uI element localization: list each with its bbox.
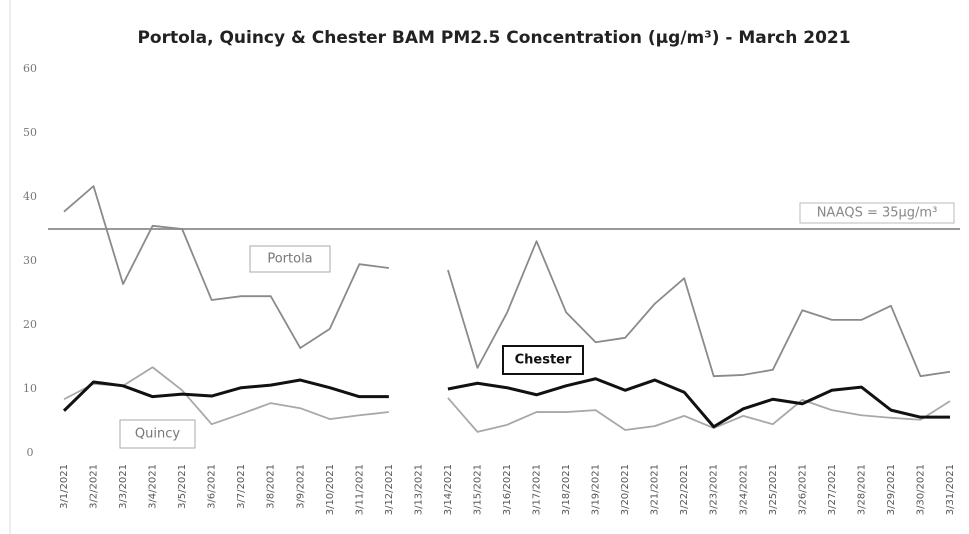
x-tick-label: 3/19/2021 bbox=[591, 464, 602, 515]
x-tick-label: 3/13/2021 bbox=[413, 464, 424, 515]
x-tick-label: 3/31/2021 bbox=[945, 464, 956, 515]
x-tick-label: 3/17/2021 bbox=[532, 464, 543, 515]
x-tick-label: 3/15/2021 bbox=[472, 464, 483, 515]
y-tick-label: 10 bbox=[23, 382, 37, 395]
x-tick-label: 3/12/2021 bbox=[384, 464, 395, 515]
x-tick-label: 3/22/2021 bbox=[679, 464, 690, 515]
series-label-box bbox=[249, 245, 331, 273]
x-tick-label: 3/24/2021 bbox=[738, 464, 749, 515]
x-tick-label: 3/5/2021 bbox=[177, 464, 188, 509]
x-tick-label: 3/23/2021 bbox=[709, 464, 720, 515]
series-label-box bbox=[119, 419, 196, 449]
series-line bbox=[63, 185, 951, 378]
x-tick-label: 3/3/2021 bbox=[118, 464, 129, 509]
reference-label-box bbox=[799, 202, 955, 224]
x-tick-label: 3/27/2021 bbox=[827, 464, 838, 515]
x-tick-label: 3/30/2021 bbox=[915, 464, 926, 515]
x-tick-label: 3/28/2021 bbox=[856, 464, 867, 515]
series-label: Chester bbox=[515, 353, 572, 368]
y-tick-label: 50 bbox=[23, 126, 37, 139]
x-tick-label: 3/14/2021 bbox=[443, 464, 454, 515]
x-tick-label: 3/8/2021 bbox=[266, 464, 277, 509]
x-tick-label: 3/1/2021 bbox=[59, 464, 70, 509]
x-tick-label: 3/10/2021 bbox=[325, 464, 336, 515]
y-tick-label: 60 bbox=[23, 62, 37, 75]
x-tick-label: 3/11/2021 bbox=[354, 464, 365, 515]
y-tick-label: 30 bbox=[23, 254, 37, 267]
reference-label: NAAQS = 35µg/m³ bbox=[817, 206, 938, 221]
x-tick-label: 3/18/2021 bbox=[561, 464, 572, 515]
series-line bbox=[62, 377, 950, 429]
y-tick-label: 20 bbox=[23, 318, 37, 331]
x-tick-label: 3/2/2021 bbox=[89, 464, 100, 509]
series-label-box bbox=[502, 345, 584, 375]
y-tick-label: 0 bbox=[27, 446, 34, 459]
chart-title: Portola, Quincy & Chester BAM PM2.5 Conc… bbox=[137, 28, 850, 48]
x-tick-label: 3/26/2021 bbox=[797, 464, 808, 515]
x-tick-label: 3/6/2021 bbox=[207, 464, 218, 509]
series-label: Portola bbox=[267, 252, 312, 267]
x-tick-label: 3/25/2021 bbox=[768, 464, 779, 515]
y-tick-label: 40 bbox=[23, 190, 37, 203]
x-tick-label: 3/21/2021 bbox=[650, 464, 661, 515]
series-label: Quincy bbox=[135, 427, 180, 442]
x-tick-label: 3/4/2021 bbox=[148, 464, 159, 509]
series-line bbox=[63, 366, 951, 433]
x-tick-label: 3/7/2021 bbox=[236, 464, 247, 509]
x-tick-label: 3/20/2021 bbox=[620, 464, 631, 515]
x-tick-label: 3/9/2021 bbox=[295, 464, 306, 509]
x-tick-label: 3/29/2021 bbox=[886, 464, 897, 515]
x-tick-label: 3/16/2021 bbox=[502, 464, 513, 515]
